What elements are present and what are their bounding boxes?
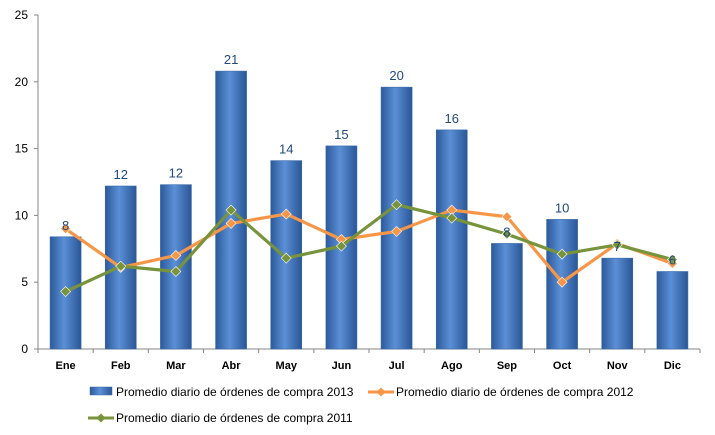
axes: 0 5 10 15 20 25	[15, 8, 701, 356]
bar	[160, 184, 192, 350]
legend-marker	[96, 413, 106, 423]
data-label: 7	[614, 239, 621, 254]
series-point	[170, 250, 182, 261]
y-tick-label: 10	[15, 208, 29, 222]
data-label: 12	[169, 166, 183, 181]
bar	[601, 257, 634, 350]
series-point	[115, 260, 127, 272]
series-point	[280, 208, 292, 220]
legend-label: Promedio diario de órdenes de compra 201…	[396, 385, 634, 399]
x-tick-label: Abr	[222, 360, 242, 372]
x-tick-label: Ago	[441, 360, 463, 372]
x-tick-label: Jun	[332, 360, 352, 372]
legend-swatch	[89, 386, 113, 396]
x-tick-label: Sep	[497, 360, 517, 372]
series-point	[60, 223, 72, 235]
data-labels: 8 12 12 21 14 15 20 16 8 10 7 6	[62, 52, 676, 267]
x-tick-label: Dic	[664, 360, 681, 372]
y-tick-label: 20	[15, 75, 29, 89]
series-point	[501, 228, 513, 240]
series-point	[556, 276, 568, 288]
data-label: 15	[334, 127, 348, 142]
series-line	[64, 208, 673, 284]
series-point	[170, 266, 182, 277]
bar	[435, 129, 468, 350]
bar	[380, 86, 413, 350]
legend-label: Promedio diario de órdenes de compra 201…	[116, 411, 353, 425]
x-axis-ticks: Ene Feb Mar Abr May Jun Jul Ago Sep Oct Nov Dic	[55, 360, 680, 372]
data-label: 12	[114, 167, 128, 182]
series-point	[280, 252, 292, 264]
series-point	[60, 286, 72, 297]
data-label: 6	[669, 253, 676, 268]
x-tick-label: Oct	[553, 360, 572, 372]
bar	[491, 243, 523, 350]
x-tick-label: Jul	[389, 360, 405, 372]
series-point	[611, 239, 623, 251]
series-point	[391, 226, 403, 237]
data-label: 8	[62, 218, 69, 233]
x-tick-label: May	[276, 360, 298, 372]
series-point	[446, 212, 458, 224]
series-point	[225, 204, 237, 216]
line-series	[60, 199, 678, 297]
y-tick-label: 0	[21, 342, 28, 356]
bar	[656, 271, 689, 350]
data-label: 20	[389, 68, 403, 83]
series-point	[666, 254, 678, 265]
data-label: 8	[503, 224, 510, 239]
series-line	[64, 203, 673, 294]
x-tick-label: Feb	[111, 360, 131, 372]
x-tick-label: Nov	[607, 360, 629, 372]
series-point	[225, 217, 237, 229]
x-tick-label: Ene	[55, 360, 75, 372]
data-label: 16	[445, 111, 459, 126]
data-label: 10	[555, 200, 569, 215]
bar-series	[49, 70, 689, 350]
legend-marker	[376, 387, 386, 397]
y-tick-label: 15	[15, 142, 29, 156]
x-tick-label: Mar	[166, 360, 186, 372]
data-label: 21	[224, 52, 238, 67]
series-point	[335, 240, 347, 252]
legend: Promedio diario de órdenes de compra 201…	[88, 385, 634, 425]
series-point	[556, 248, 568, 260]
series-point	[501, 211, 513, 223]
y-tick-label: 25	[15, 8, 29, 22]
series-point	[391, 199, 403, 211]
data-label: 14	[279, 142, 293, 157]
y-tick-label: 5	[21, 275, 28, 289]
legend-label: Promedio diario de órdenes de compra 201…	[116, 385, 354, 399]
